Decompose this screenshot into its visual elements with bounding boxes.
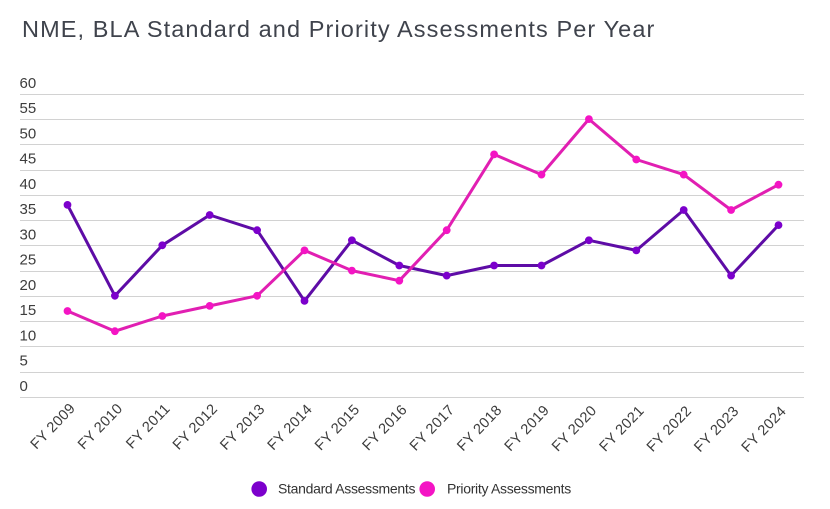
svg-text:25: 25 <box>20 252 37 269</box>
svg-text:FY 2024: FY 2024 <box>739 404 790 456</box>
svg-text:FY 2011: FY 2011 <box>123 401 173 452</box>
svg-text:FY 2020: FY 2020 <box>549 403 600 455</box>
svg-text:5: 5 <box>20 353 28 370</box>
svg-text:FY 2018: FY 2018 <box>454 402 505 454</box>
svg-text:15: 15 <box>20 302 37 319</box>
svg-text:FY 2015: FY 2015 <box>312 402 363 454</box>
svg-text:60: 60 <box>20 75 37 92</box>
svg-text:0: 0 <box>20 378 28 395</box>
svg-text:45: 45 <box>20 151 37 168</box>
svg-text:30: 30 <box>20 226 37 243</box>
svg-text:FY 2014: FY 2014 <box>265 402 316 454</box>
svg-text:FY 2023: FY 2023 <box>691 403 742 455</box>
svg-text:FY 2010: FY 2010 <box>75 401 126 453</box>
svg-text:Priority Assessments: Priority Assessments <box>447 481 571 497</box>
svg-text:20: 20 <box>20 277 37 294</box>
svg-text:10: 10 <box>20 327 37 344</box>
svg-text:FY 2009: FY 2009 <box>28 401 79 453</box>
svg-text:35: 35 <box>20 201 37 218</box>
svg-text:FY 2012: FY 2012 <box>170 401 221 453</box>
svg-text:FY 2013: FY 2013 <box>217 401 268 453</box>
svg-text:55: 55 <box>20 100 37 117</box>
svg-text:40: 40 <box>20 176 37 193</box>
svg-text:FY 2022: FY 2022 <box>644 403 695 455</box>
svg-text:FY 2019: FY 2019 <box>502 403 553 455</box>
svg-text:FY 2016: FY 2016 <box>360 402 411 454</box>
svg-text:50: 50 <box>20 125 37 142</box>
svg-text:FY 2021: FY 2021 <box>597 403 648 455</box>
svg-text:FY 2017: FY 2017 <box>407 402 458 454</box>
svg-text:Standard Assessments: Standard Assessments <box>278 481 415 497</box>
